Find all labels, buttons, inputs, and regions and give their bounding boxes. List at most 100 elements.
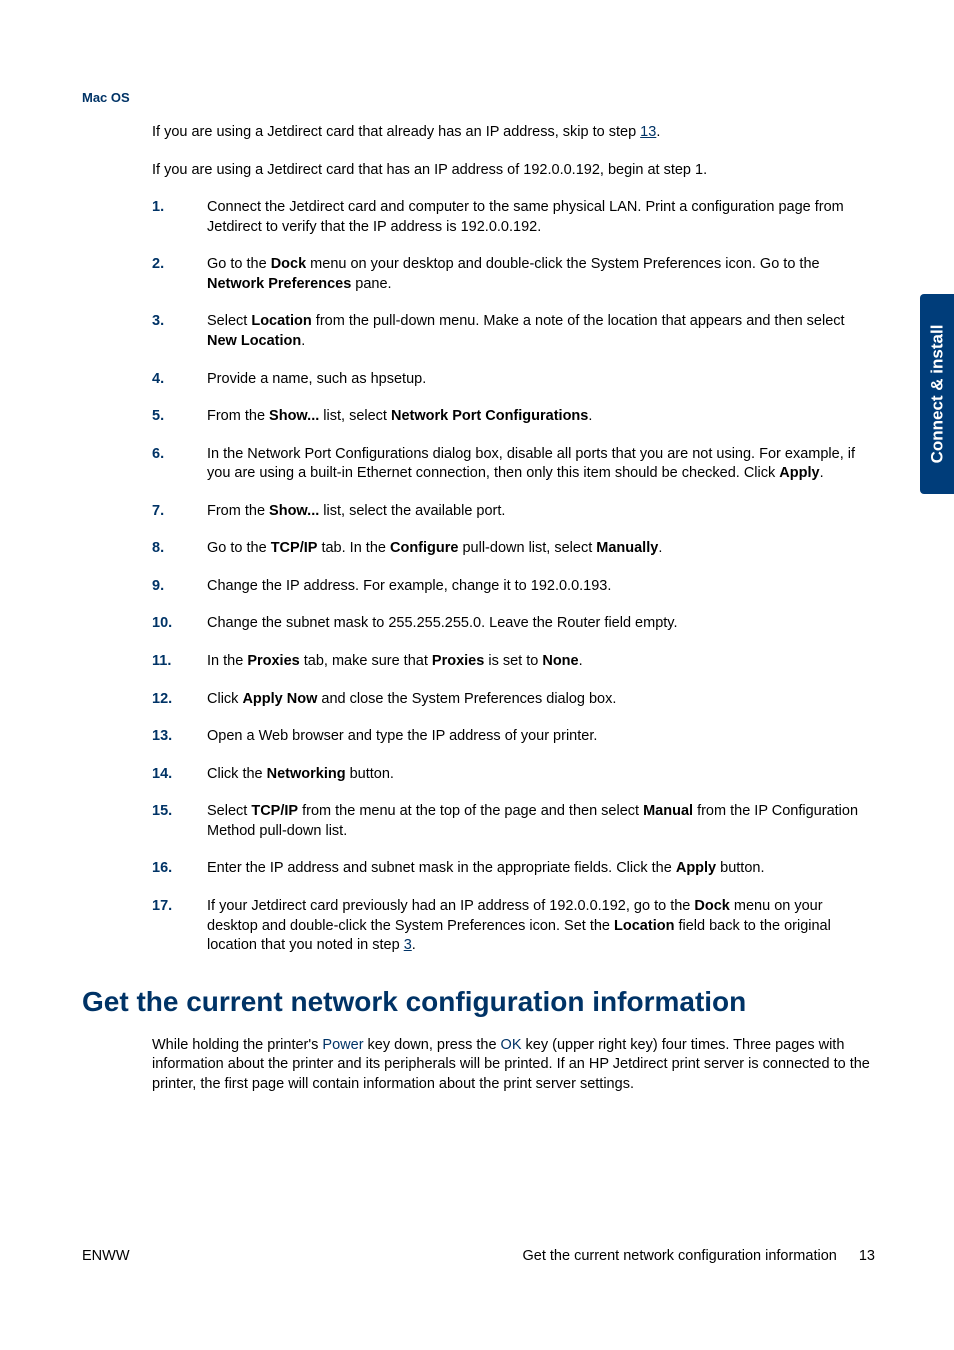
- step-item: 14. Click the Networking button.: [152, 765, 875, 785]
- key-reference: OK: [501, 1037, 522, 1053]
- step-text: list, select: [319, 408, 391, 424]
- step-text: and close the System Preferences dialog …: [317, 691, 616, 707]
- step-text: .: [412, 937, 416, 953]
- intro1-post: .: [656, 124, 660, 140]
- step-number: 17.: [152, 897, 172, 917]
- step-text: Open a Web browser and type the IP addre…: [207, 728, 597, 744]
- step-text: is set to: [484, 653, 542, 669]
- step-item: 2. Go to the Dock menu on your desktop an…: [152, 255, 875, 294]
- step-bold-text: Proxies: [432, 653, 484, 669]
- step-bold-text: Show...: [269, 408, 319, 424]
- step-number: 11.: [152, 652, 171, 672]
- step-text: Select: [207, 313, 251, 329]
- step-number: 5.: [152, 407, 164, 427]
- step-bold-text: TCP/IP: [271, 540, 318, 556]
- step-text: From the: [207, 503, 269, 519]
- step-text: button.: [716, 860, 764, 876]
- intro-paragraph-2: If you are using a Jetdirect card that h…: [152, 161, 875, 181]
- step-number: 14.: [152, 765, 172, 785]
- step-number: 9.: [152, 577, 164, 597]
- step-text: button.: [346, 766, 394, 782]
- step-text: Connect the Jetdirect card and computer …: [207, 199, 844, 235]
- step-bold-text: Apply: [676, 860, 716, 876]
- step-item: 13.Open a Web browser and type the IP ad…: [152, 727, 875, 747]
- step-number: 10.: [152, 614, 172, 634]
- step-bold-text: Network Port Configurations: [391, 408, 588, 424]
- step-text: Click the: [207, 766, 267, 782]
- footer-left: ENWW: [82, 1248, 130, 1264]
- step-item: 8. Go to the TCP/IP tab. In the Configure…: [152, 539, 875, 559]
- footer-page-number: 13: [859, 1248, 875, 1264]
- step-item: 5. From the Show... list, select Network …: [152, 407, 875, 427]
- footer-title: Get the current network configuration in…: [523, 1248, 837, 1264]
- step-text: .: [820, 465, 824, 481]
- step-text: Change the IP address. For example, chan…: [207, 578, 611, 594]
- step-bold-text: Manually: [596, 540, 658, 556]
- step-text: In the: [207, 653, 247, 669]
- step-link[interactable]: 3: [404, 937, 412, 953]
- link-step-13[interactable]: 13: [640, 124, 656, 140]
- step-text: Enter the IP address and subnet mask in …: [207, 860, 676, 876]
- step-item: 7. From the Show... list, select the avai…: [152, 502, 875, 522]
- step-text: From the: [207, 408, 269, 424]
- step-bold-text: Location: [614, 918, 674, 934]
- step-number: 3.: [152, 312, 164, 332]
- step-text: Select: [207, 803, 251, 819]
- section-heading-macos: Mac OS: [82, 90, 875, 105]
- network-config-paragraph: While holding the printer's Power key do…: [152, 1036, 875, 1095]
- step-number: 6.: [152, 445, 164, 465]
- key-reference: Power: [322, 1037, 363, 1053]
- step-text: In the Network Port Configurations dialo…: [207, 446, 855, 482]
- side-tab-connect-install[interactable]: Connect & install: [920, 294, 954, 494]
- step-bold-text: Location: [251, 313, 311, 329]
- step-bold-text: Dock: [271, 256, 306, 272]
- step-bold-text: Show...: [269, 503, 319, 519]
- step-bold-text: TCP/IP: [251, 803, 298, 819]
- step-text: tab, make sure that: [300, 653, 432, 669]
- step-text: menu on your desktop and double-click th…: [306, 256, 819, 272]
- paragraph-text: While holding the printer's: [152, 1037, 322, 1053]
- step-number: 7.: [152, 502, 164, 522]
- step-bold-text: Networking: [267, 766, 346, 782]
- step-item: 4.Provide a name, such as hpsetup.: [152, 370, 875, 390]
- step-number: 1.: [152, 198, 164, 218]
- step-text: Click: [207, 691, 242, 707]
- step-number: 12.: [152, 690, 172, 710]
- step-number: 8.: [152, 539, 164, 559]
- step-bold-text: Manual: [643, 803, 693, 819]
- step-text: .: [658, 540, 662, 556]
- footer-right: Get the current network configuration in…: [523, 1248, 876, 1264]
- step-item: 12. Click Apply Now and close the System …: [152, 690, 875, 710]
- step-text: list, select the available port.: [319, 503, 505, 519]
- step-text: pull-down list, select: [458, 540, 596, 556]
- step-number: 16.: [152, 859, 172, 879]
- step-text: If your Jetdirect card previously had an…: [207, 898, 694, 914]
- paragraph-text: key down, press the: [364, 1037, 501, 1053]
- step-text: .: [301, 333, 305, 349]
- step-bold-text: Proxies: [247, 653, 299, 669]
- step-item: 1. Connect the Jetdirect card and compute…: [152, 198, 875, 237]
- side-tab-label: Connect & install: [927, 325, 947, 464]
- step-bold-text: Apply: [779, 465, 819, 481]
- step-text: from the menu at the top of the page and…: [298, 803, 643, 819]
- step-item: 3. Select Location from the pull-down men…: [152, 312, 875, 351]
- step-bold-text: Apply Now: [242, 691, 317, 707]
- intro1-pre: If you are using a Jetdirect card that a…: [152, 124, 640, 140]
- step-text: Go to the: [207, 540, 271, 556]
- page-footer: ENWW Get the current network configurati…: [82, 1248, 875, 1264]
- step-text: Go to the: [207, 256, 271, 272]
- step-number: 2.: [152, 255, 164, 275]
- step-number: 4.: [152, 370, 164, 390]
- step-item: 11. In the Proxies tab, make sure that Pr…: [152, 652, 875, 672]
- step-text: from the pull-down menu. Make a note of …: [312, 313, 845, 329]
- step-text: pane.: [351, 276, 391, 292]
- step-item: 10.Change the subnet mask to 255.255.255…: [152, 614, 875, 634]
- step-bold-text: Configure: [390, 540, 458, 556]
- page-content: Mac OS If you are using a Jetdirect card…: [82, 90, 875, 1112]
- step-bold-text: New Location: [207, 333, 301, 349]
- step-item: 9. Change the IP address. For example, ch…: [152, 577, 875, 597]
- section-heading-network-config: Get the current network configuration in…: [82, 986, 875, 1018]
- step-text: tab. In the: [317, 540, 390, 556]
- step-item: 16. Enter the IP address and subnet mask …: [152, 859, 875, 879]
- step-number: 15.: [152, 802, 172, 822]
